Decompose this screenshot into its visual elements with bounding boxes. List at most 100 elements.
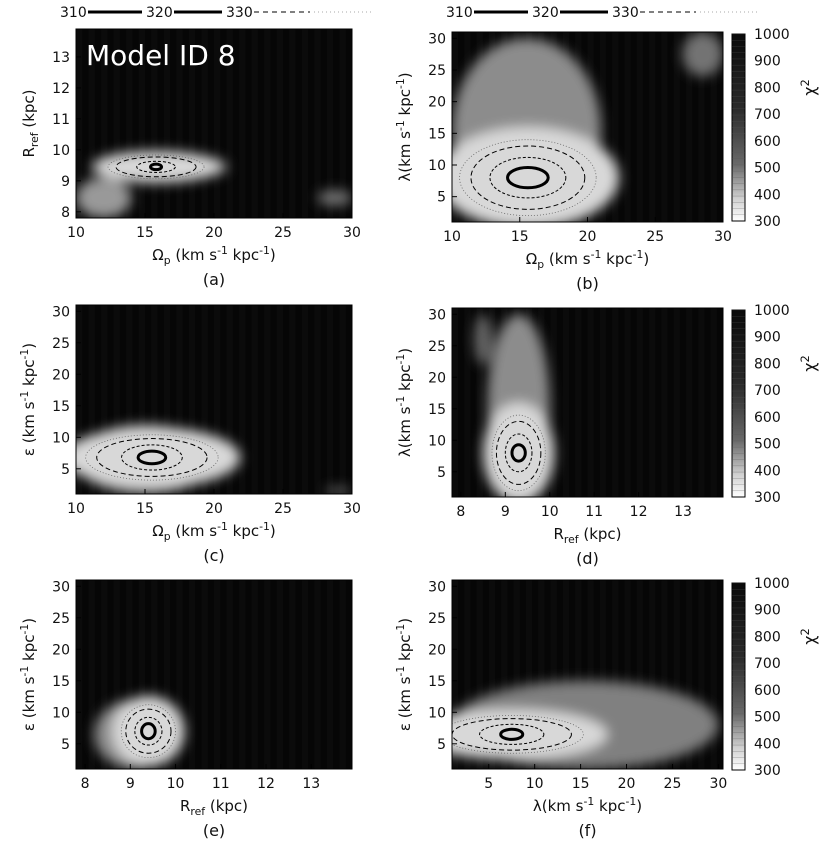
heatmap-striping: [76, 580, 346, 769]
heatmap-region: [317, 190, 352, 206]
y-tick-label: 25: [428, 63, 446, 79]
heatmap-cell-column: [710, 308, 717, 497]
colorbar-tick-label: 500: [754, 161, 781, 177]
x-axis-label: Rref (kpc): [180, 797, 248, 818]
heatmap-cell-column: [339, 305, 346, 494]
label-part: (kpc): [20, 89, 38, 132]
x-tick-label: 30: [714, 229, 732, 245]
heatmap-cell-column: [326, 580, 334, 769]
heatmap-cell-column: [76, 580, 83, 769]
heatmap-cell-column: [138, 29, 145, 218]
y-tick-label: 8: [61, 205, 70, 221]
heatmap-cell-column: [525, 580, 533, 769]
label-part: ref: [564, 533, 579, 546]
heatmap-cell-column: [163, 29, 171, 218]
label-part: -1: [394, 624, 407, 635]
y-tick-label: 20: [428, 95, 446, 111]
label-part: (km: [171, 246, 210, 264]
label-part: kpc: [20, 359, 38, 385]
heatmap-region: [324, 487, 352, 494]
heatmap-cell-column: [214, 29, 221, 218]
heatmap-cell-column: [151, 29, 158, 218]
heatmap-cell-column: [636, 32, 643, 222]
heatmap-cell-column: [289, 305, 296, 494]
plot-area: [452, 308, 723, 497]
heatmap-cell-column: [176, 305, 183, 494]
label-part: kpc: [20, 634, 38, 660]
y-tick-label: 25: [52, 611, 70, 627]
heatmap-cell-column: [314, 580, 321, 769]
y-tick-label: 11: [52, 112, 70, 128]
heatmap-cell-column: [163, 305, 171, 494]
panel-caption: (a): [203, 270, 225, 289]
colorbar-group: 3004005006007008009001000χ23004005006007…: [731, 27, 819, 779]
heatmap-striping: [452, 580, 717, 769]
heatmap-cell-column: [673, 308, 680, 497]
heatmap-cell-column: [264, 29, 271, 218]
contour-320: [134, 716, 163, 746]
panel-d: 8 9 10 11 12 13 5 10 15 20 25 30 Rref (kpc) λ(km s-1 …: [394, 307, 724, 568]
heatmap-cell-column: [698, 32, 705, 222]
heatmap-cell-column: [226, 29, 233, 218]
label-part: ε (km: [396, 684, 414, 731]
legend-label: 330: [226, 5, 253, 21]
label-part: ε (km: [20, 684, 38, 731]
y-tick-label: 25: [428, 611, 446, 627]
heatmap-cell-column: [673, 580, 680, 769]
label-part: -1: [18, 624, 31, 635]
colorbar-tick-label: 400: [754, 187, 781, 203]
heatmap-cell-column: [476, 580, 483, 769]
x-tick-label: 30: [343, 225, 361, 241]
label-part: R: [553, 525, 563, 543]
label-part: -1: [259, 244, 270, 257]
x-tick-label: 5: [484, 776, 493, 792]
heatmap-cell-column: [562, 580, 570, 769]
y-tick-label: 10: [428, 158, 446, 174]
label-part: -1: [394, 120, 407, 131]
heatmap-cell-column: [612, 308, 619, 497]
contour-320: [136, 160, 176, 173]
heatmap-cell-column: [587, 308, 594, 497]
panel-caption: (f): [578, 821, 596, 840]
x-tick-label: 8: [81, 776, 90, 792]
contour-330: [495, 420, 542, 485]
heatmap-cell-column: [673, 32, 680, 222]
heatmap-cell-column: [76, 29, 83, 218]
y-tick-label: 30: [428, 31, 446, 47]
label-part: -1: [217, 520, 228, 533]
y-tick-label: 25: [52, 336, 70, 352]
contour-330: [470, 145, 586, 210]
y-tick-label: 5: [437, 737, 446, 753]
colorbar-tick-label: 1000: [754, 27, 790, 43]
heatmap-cell-column: [686, 308, 693, 497]
label-part: kpc: [233, 522, 259, 540]
legend-label: 320: [532, 5, 559, 21]
label-part: (kpc): [205, 797, 248, 815]
label-part: -1: [18, 349, 31, 360]
heatmap-bright-regions: [76, 151, 352, 218]
y-tick-label: 12: [52, 81, 70, 97]
label-part: kpc: [233, 246, 259, 264]
heatmap-cell-column: [488, 580, 496, 769]
y-axis-label: λ(km s-1 kpc-1): [394, 72, 414, 181]
x-tick-label: 20: [205, 225, 223, 241]
heatmap-cell-column: [113, 580, 120, 769]
x-tick-label: 9: [501, 504, 510, 520]
heatmap-cell-column: [76, 305, 83, 494]
heatmap-core: [112, 695, 185, 767]
label-part: s: [583, 250, 591, 268]
label-part: kpc: [606, 250, 632, 268]
contour-310: [510, 443, 527, 463]
heatmap-cell-column: [452, 580, 459, 769]
y-tick-label: 20: [52, 367, 70, 383]
heatmap-cell-column: [710, 32, 717, 222]
label-part: 2: [798, 355, 812, 362]
heatmap-cell-column: [587, 580, 594, 769]
label-part: s: [576, 797, 584, 815]
x-tick-label: 20: [618, 776, 636, 792]
label-part: 2: [798, 79, 812, 86]
heatmap-bright-regions: [452, 680, 719, 769]
heatmap-cell-column: [201, 29, 208, 218]
heatmap-cell-column: [239, 29, 246, 218]
heatmap-cell-column: [163, 580, 171, 769]
